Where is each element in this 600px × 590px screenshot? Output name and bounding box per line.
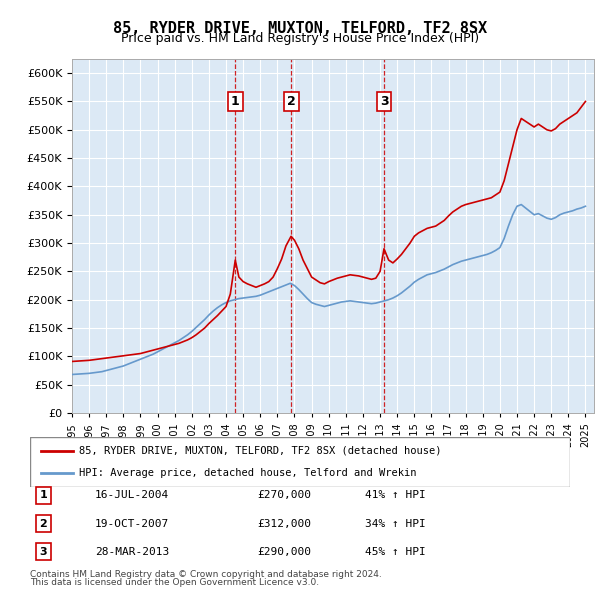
Text: 41% ↑ HPI: 41% ↑ HPI <box>365 490 425 500</box>
Text: 28-MAR-2013: 28-MAR-2013 <box>95 547 169 557</box>
Text: 3: 3 <box>40 547 47 557</box>
Text: 85, RYDER DRIVE, MUXTON, TELFORD, TF2 8SX (detached house): 85, RYDER DRIVE, MUXTON, TELFORD, TF2 8S… <box>79 445 441 455</box>
Text: 19-OCT-2007: 19-OCT-2007 <box>95 519 169 529</box>
Text: £270,000: £270,000 <box>257 490 311 500</box>
Text: 45% ↑ HPI: 45% ↑ HPI <box>365 547 425 557</box>
Text: HPI: Average price, detached house, Telford and Wrekin: HPI: Average price, detached house, Telf… <box>79 468 416 478</box>
Text: 1: 1 <box>231 95 239 108</box>
Text: 85, RYDER DRIVE, MUXTON, TELFORD, TF2 8SX: 85, RYDER DRIVE, MUXTON, TELFORD, TF2 8S… <box>113 21 487 35</box>
Text: 16-JUL-2004: 16-JUL-2004 <box>95 490 169 500</box>
Text: Price paid vs. HM Land Registry's House Price Index (HPI): Price paid vs. HM Land Registry's House … <box>121 32 479 45</box>
Text: 2: 2 <box>287 95 295 108</box>
FancyBboxPatch shape <box>30 437 570 487</box>
Text: 34% ↑ HPI: 34% ↑ HPI <box>365 519 425 529</box>
Text: £312,000: £312,000 <box>257 519 311 529</box>
Text: This data is licensed under the Open Government Licence v3.0.: This data is licensed under the Open Gov… <box>30 578 319 587</box>
Text: 3: 3 <box>380 95 388 108</box>
Text: 1: 1 <box>40 490 47 500</box>
Text: 2: 2 <box>40 519 47 529</box>
Text: £290,000: £290,000 <box>257 547 311 557</box>
Text: Contains HM Land Registry data © Crown copyright and database right 2024.: Contains HM Land Registry data © Crown c… <box>30 571 382 579</box>
